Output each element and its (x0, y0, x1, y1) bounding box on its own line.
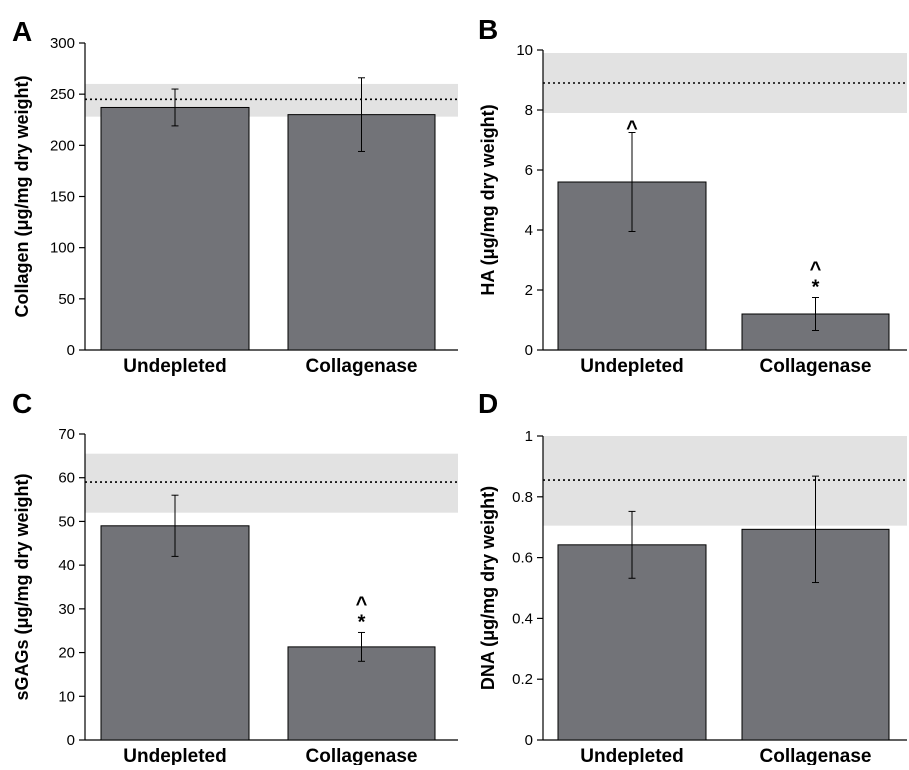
y-tick-label-d: 1 (525, 428, 533, 445)
bar-collagenase-c (287, 646, 436, 741)
y-tick-label-c: 20 (58, 645, 75, 662)
y-tick-label-d: 0.4 (512, 610, 533, 627)
chart-d: 0 0.2 0.4 0.6 0.8 1 DNA (μg/mg dry weight) Unde… (478, 428, 907, 767)
significance-marker-collagenase-c: ^ (356, 593, 368, 615)
y-tick-label-a: 200 (50, 137, 75, 154)
panel-letter-c: C (12, 388, 33, 419)
y-tick-label-a: 250 (50, 86, 75, 103)
bar-collagenase-a (287, 114, 436, 351)
significance-marker-collagenase-b: ^ (810, 259, 822, 281)
panel-b: B 0 2 4 6 8 10 HA (μg/mg dry weight) ^ Undeplete… (466, 0, 909, 382)
y-tick-label-a: 300 (50, 35, 75, 52)
significance-marker-collagenase-c: * (358, 611, 366, 633)
category-label-collagenase-a: Collagenase (306, 356, 418, 377)
y-tick-label-c: 50 (58, 513, 75, 530)
y-axis-title-a: Collagen (μg/mg dry weight) (12, 75, 32, 317)
y-tick-label-c: 0 (67, 732, 75, 749)
y-axis-title-b: HA (μg/mg dry weight) (478, 104, 498, 295)
y-tick-label-b: 6 (525, 162, 533, 179)
panel-letter-a: A (12, 16, 33, 47)
y-axis-title-c: sGAGs (μg/mg dry weight) (12, 473, 32, 700)
chart-c: 0 10 20 30 40 50 60 70 sGAGs (μg/mg dry weight) U… (12, 426, 458, 767)
category-label-collagenase-c: Collagenase (306, 746, 418, 765)
y-tick-label-b: 0 (525, 342, 533, 359)
category-label-undepleted-a: Undepleted (123, 356, 226, 377)
bar-undepleted-b (557, 181, 707, 351)
panel-a: A 0 50 100 150 200 250 300 Collagen (μg/mg dry … (0, 0, 460, 382)
panel-d: D 0 0.2 0.4 0.6 0.8 1 DNA (μg/mg dry weight) Un… (466, 382, 909, 767)
significance-marker-collagenase-b: * (812, 277, 820, 299)
panel-letter-d: D (478, 388, 499, 419)
y-tick-label-a: 150 (50, 189, 75, 206)
significance-marker-undepleted-b: ^ (626, 118, 638, 140)
bar-undepleted-c (100, 525, 250, 741)
y-tick-label-a: 0 (67, 342, 75, 359)
y-tick-label-d: 0 (525, 732, 533, 749)
y-tick-label-a: 50 (58, 291, 75, 308)
y-tick-label-b: 4 (525, 222, 533, 239)
y-tick-label-c: 40 (58, 557, 75, 574)
y-tick-label-d: 0.8 (512, 489, 533, 506)
y-tick-label-c: 70 (58, 426, 75, 443)
bar-undepleted-a (100, 106, 250, 351)
y-tick-label-b: 8 (525, 102, 533, 119)
y-tick-label-c: 60 (58, 470, 75, 487)
category-label-undepleted-b: Undepleted (580, 356, 683, 377)
y-tick-label-b: 10 (516, 42, 533, 59)
y-tick-label-d: 0.2 (512, 671, 533, 688)
chart-b: 0 2 4 6 8 10 HA (μg/mg dry weight) ^ Undepleted ^… (478, 42, 907, 377)
y-tick-label-c: 10 (58, 688, 75, 705)
y-tick-label-a: 100 (50, 240, 75, 257)
y-tick-label-c: 30 (58, 601, 75, 618)
chart-a: 0 50 100 150 200 250 300 Collagen (μg/mg dry we… (12, 35, 458, 377)
panel-c: C 0 10 20 30 40 50 60 70 sGAGs (μg/mg dry weight… (0, 382, 460, 767)
y-tick-label-d: 0.6 (512, 550, 533, 567)
category-label-undepleted-c: Undepleted (123, 746, 226, 765)
y-tick-label-b: 2 (525, 282, 533, 299)
category-label-undepleted-d: Undepleted (580, 746, 683, 765)
reference-band-c (85, 453, 458, 513)
category-label-collagenase-d: Collagenase (760, 746, 872, 765)
category-label-collagenase-b: Collagenase (760, 356, 872, 377)
y-axis-title-d: DNA (μg/mg dry weight) (478, 486, 498, 690)
panel-letter-b: B (478, 14, 499, 45)
